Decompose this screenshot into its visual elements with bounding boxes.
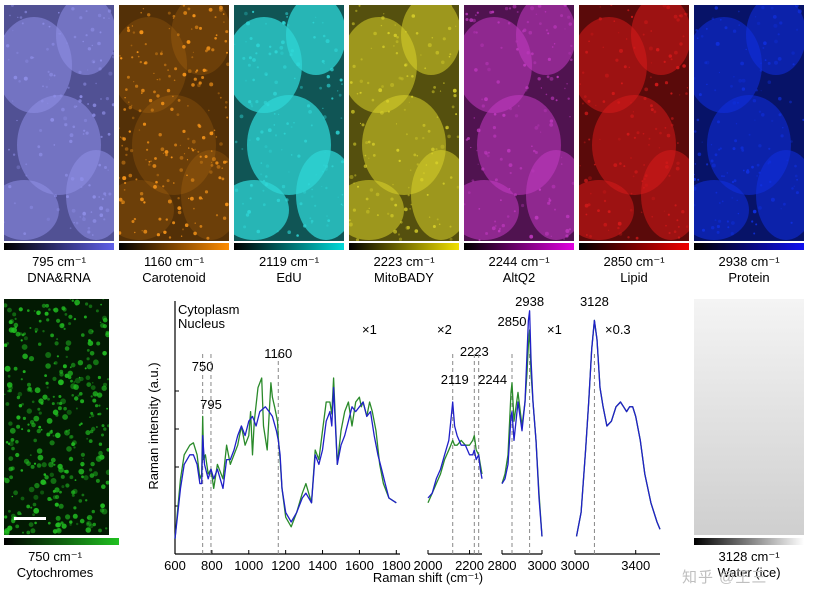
image-tile-water	[694, 299, 804, 535]
molecule-label: AltQ2	[502, 270, 536, 285]
colorbar-cytochromes	[4, 538, 119, 545]
molecule-label: Protein	[728, 270, 770, 285]
image-tile-mitobady	[349, 5, 459, 241]
series-line-nucleus	[174, 386, 397, 539]
peak-label: 750	[192, 359, 214, 374]
label-carotenoid: 1160 cm⁻¹ Carotenoid	[116, 254, 232, 286]
scale-bar	[14, 517, 46, 520]
colorbar-edu	[234, 243, 344, 250]
x-tick-label: 800	[201, 558, 223, 573]
protein-image	[694, 5, 804, 241]
colorbar-mitobady	[349, 243, 459, 250]
x-tick-label: 1600	[345, 558, 374, 573]
label-mitobady: 2223 cm⁻¹ MitoBADY	[346, 254, 462, 286]
wavenumber-label: 2938 cm⁻¹	[718, 254, 780, 269]
wavenumber-label: 2244 cm⁻¹	[488, 254, 550, 269]
series-line-cytoplasm	[575, 319, 661, 537]
molecule-label: MitoBADY	[374, 270, 434, 285]
molecule-label: Carotenoid	[142, 270, 206, 285]
y-axis-label: Raman intensity (a.u.)	[146, 362, 161, 489]
x-tick-label: 1200	[271, 558, 300, 573]
x-tick-label: 1800	[382, 558, 411, 573]
scale-factor-label: ×1	[362, 322, 377, 337]
molecule-label: EdU	[276, 270, 302, 285]
image-tile-edu	[234, 5, 344, 241]
scale-factor-label: ×0.3	[605, 322, 631, 337]
peak-label: 2223	[460, 344, 489, 359]
wavenumber-label: 1160 cm⁻¹	[143, 254, 205, 269]
colorbar-dna-rna	[4, 243, 114, 250]
legend-nucleus: Nucleus	[178, 316, 225, 331]
colorbar-altq2	[464, 243, 574, 250]
image-tile-altq2	[464, 5, 574, 241]
x-tick-label: 1400	[308, 558, 337, 573]
cytochromes-image	[4, 299, 109, 535]
altq2-image	[464, 5, 574, 241]
series-line-nucleus	[501, 310, 543, 537]
scale-factor-label: ×1	[547, 322, 562, 337]
wavenumber-label: 750 cm⁻¹	[28, 549, 82, 564]
image-tile-lipid	[579, 5, 689, 241]
colorbar-lipid	[579, 243, 689, 250]
x-tick-label: 1000	[234, 558, 263, 573]
lipid-image	[579, 5, 689, 241]
wavenumber-label: 2119 cm⁻¹	[258, 254, 320, 269]
dna-rna-image	[4, 5, 114, 241]
series-line-cytoplasm	[174, 377, 397, 539]
x-tick-label: 3400	[621, 558, 650, 573]
label-water: 3128 cm⁻¹ Water (ice)	[691, 549, 807, 581]
series-line-nucleus	[575, 319, 661, 537]
image-tile-cytochromes	[4, 299, 109, 535]
image-tile-dna-rna	[4, 5, 114, 241]
image-tile-protein	[694, 5, 804, 241]
series-line-nucleus	[427, 401, 483, 499]
peak-label: 1160	[264, 346, 292, 361]
molecule-label: DNA&RNA	[27, 270, 91, 285]
x-tick-label: 3000	[528, 558, 557, 573]
wavenumber-label: 3128 cm⁻¹	[718, 549, 780, 564]
edu-image	[234, 5, 344, 241]
label-lipid: 2850 cm⁻¹ Lipid	[576, 254, 692, 286]
label-protein: 2938 cm⁻¹ Protein	[691, 254, 807, 286]
colorbar-water	[694, 538, 804, 545]
peak-label: 2850	[498, 314, 527, 329]
watermark: 知乎 @王三	[682, 569, 768, 586]
wavenumber-label: 2850 cm⁻¹	[603, 254, 665, 269]
x-tick-label: 600	[164, 558, 186, 573]
x-axis-label: Raman shift (cm⁻¹)	[373, 570, 483, 585]
wavenumber-label: 795 cm⁻¹	[32, 254, 86, 269]
colorbar-protein	[694, 243, 804, 250]
x-tick-label: 2200	[455, 558, 484, 573]
scale-factor-label: ×2	[437, 322, 452, 337]
wavenumber-label: 2223 cm⁻¹	[373, 254, 435, 269]
legend-cytoplasm: Cytoplasm	[178, 302, 239, 317]
x-tick-label: 2800	[488, 558, 517, 573]
peak-label: 3128	[580, 296, 609, 309]
label-altq2: 2244 cm⁻¹ AltQ2	[461, 254, 577, 286]
label-dna-rna: 795 cm⁻¹ DNA&RNA	[1, 254, 117, 286]
molecule-label: Water (ice)	[717, 565, 781, 580]
peak-label: 2244	[478, 372, 507, 387]
molecule-label: Lipid	[620, 270, 648, 285]
label-cytochromes: 750 cm⁻¹ Cytochromes	[0, 549, 110, 581]
raman-spectrum-chart: Raman intensity (a.u.) Raman shift (cm⁻¹)…	[146, 296, 661, 585]
molecule-label: Cytochromes	[16, 565, 94, 580]
carotenoid-image	[119, 5, 229, 241]
water-image	[694, 299, 804, 535]
series-line-cytoplasm	[427, 434, 483, 504]
label-edu: 2119 cm⁻¹ EdU	[231, 254, 347, 286]
image-tile-carotenoid	[119, 5, 229, 241]
colorbar-carotenoid	[119, 243, 229, 250]
mitobady-image	[349, 5, 459, 241]
peak-label: 2119	[441, 372, 469, 387]
peak-label: 2938	[515, 296, 544, 309]
x-tick-label: 2000	[414, 558, 443, 573]
peak-label: 795	[200, 397, 222, 412]
x-tick-label: 3000	[561, 558, 590, 573]
